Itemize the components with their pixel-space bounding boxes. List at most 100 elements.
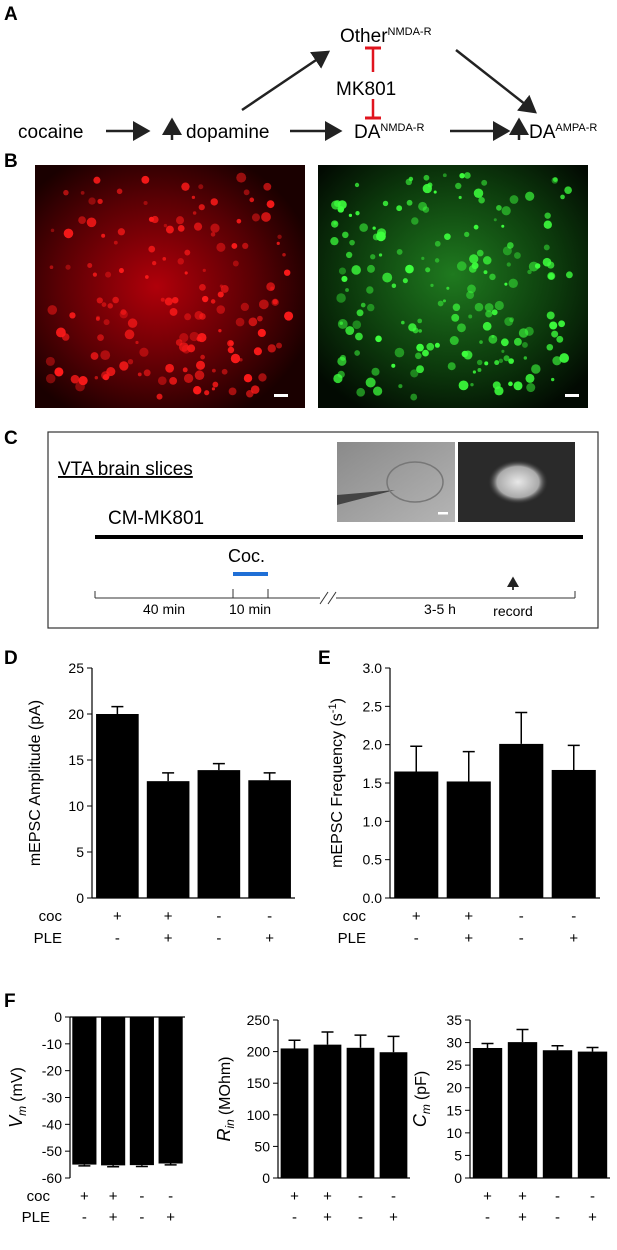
cell <box>336 293 346 303</box>
cell <box>212 381 219 388</box>
cell <box>143 200 148 206</box>
cell <box>117 228 126 236</box>
cell <box>500 338 509 347</box>
y-tick-label: 10 <box>446 1125 462 1141</box>
bar <box>313 1044 342 1178</box>
cell <box>402 278 408 284</box>
cell <box>478 196 485 204</box>
cell <box>200 354 205 360</box>
cell <box>86 217 97 228</box>
cell <box>217 291 224 298</box>
condition-sign: - <box>555 1188 560 1205</box>
bar <box>551 769 596 898</box>
scale-bar <box>438 512 448 515</box>
cell <box>177 258 184 265</box>
error-bar <box>162 772 175 782</box>
cell <box>249 197 255 203</box>
cell <box>182 367 188 373</box>
cell <box>405 264 414 274</box>
axis-break <box>319 591 329 605</box>
error-bar <box>586 1046 599 1052</box>
y-tick-label: 0 <box>454 1170 462 1186</box>
cell <box>551 177 559 184</box>
cell <box>169 308 178 316</box>
cell <box>179 333 189 343</box>
cell <box>508 358 514 364</box>
cell <box>96 315 100 320</box>
cell <box>95 316 100 321</box>
bar <box>577 1051 608 1178</box>
y-label-sub: m <box>15 1106 29 1116</box>
cell <box>160 297 165 302</box>
cell <box>258 373 267 382</box>
cell <box>171 296 179 304</box>
condition-sign: + <box>588 1209 597 1226</box>
error-bar <box>321 1031 334 1045</box>
cell <box>216 305 226 314</box>
y-axis-label: Vm (mV) <box>6 1067 29 1128</box>
cell <box>472 370 476 374</box>
y-tick-label: 5 <box>454 1147 462 1163</box>
cell <box>193 222 203 231</box>
condition-sign: + <box>518 1209 527 1226</box>
y-tick-label: 15 <box>68 752 84 768</box>
cell <box>181 344 191 354</box>
cell <box>239 358 243 362</box>
frame <box>47 431 599 629</box>
axis-break <box>327 591 337 605</box>
panel-label: D <box>4 648 18 669</box>
cell <box>137 372 142 377</box>
error-bar <box>111 705 124 714</box>
cell <box>283 269 291 276</box>
cell <box>476 359 483 366</box>
y-axis-label: Cm (pF) <box>410 1071 433 1127</box>
cell <box>375 335 382 343</box>
cell <box>210 299 216 304</box>
cell <box>261 212 271 222</box>
condition-sign: - <box>216 930 221 947</box>
cell <box>101 302 107 307</box>
y-tick-label: 0.5 <box>363 852 383 868</box>
cell <box>50 228 55 233</box>
cell <box>501 349 505 353</box>
cell <box>246 389 254 398</box>
y-tick-label: -40 <box>42 1116 62 1132</box>
cell <box>339 354 346 361</box>
cell <box>458 195 462 200</box>
cell <box>476 249 484 257</box>
cell <box>169 376 178 385</box>
cell <box>107 303 113 309</box>
cell <box>509 195 519 204</box>
panel-label: F <box>4 991 16 1012</box>
cell <box>210 198 218 206</box>
cell <box>372 226 376 230</box>
cell <box>547 273 555 280</box>
cell <box>457 323 466 333</box>
cell <box>422 349 429 357</box>
cell <box>522 341 528 348</box>
cell <box>236 172 247 183</box>
cell <box>162 256 167 261</box>
cell <box>157 376 167 386</box>
cell <box>451 313 460 322</box>
cell <box>513 337 522 346</box>
cell <box>345 288 349 292</box>
cell <box>488 460 548 504</box>
node: OtherNMDA-R <box>340 26 432 47</box>
condition-name: PLE <box>34 930 62 947</box>
cell <box>151 215 159 224</box>
cell <box>466 291 475 299</box>
cell <box>485 310 493 318</box>
cell <box>458 380 469 391</box>
cell <box>156 393 163 400</box>
cell <box>276 342 282 349</box>
cell <box>416 365 425 374</box>
cell <box>231 243 238 249</box>
node-label: DA <box>354 122 381 143</box>
y-axis-label: mEPSC Frequency (s-1) <box>327 698 346 868</box>
cell <box>63 228 74 239</box>
condition-sign: + <box>113 908 122 925</box>
arrow <box>241 50 331 112</box>
cell <box>370 254 376 260</box>
cell <box>421 256 425 260</box>
